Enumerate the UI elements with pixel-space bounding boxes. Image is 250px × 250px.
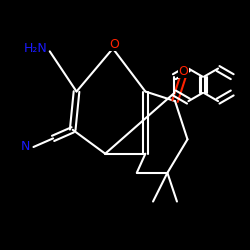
Text: O: O xyxy=(109,38,119,51)
Text: O: O xyxy=(179,64,188,78)
Text: H₂N: H₂N xyxy=(24,42,48,54)
Text: N: N xyxy=(21,140,30,153)
